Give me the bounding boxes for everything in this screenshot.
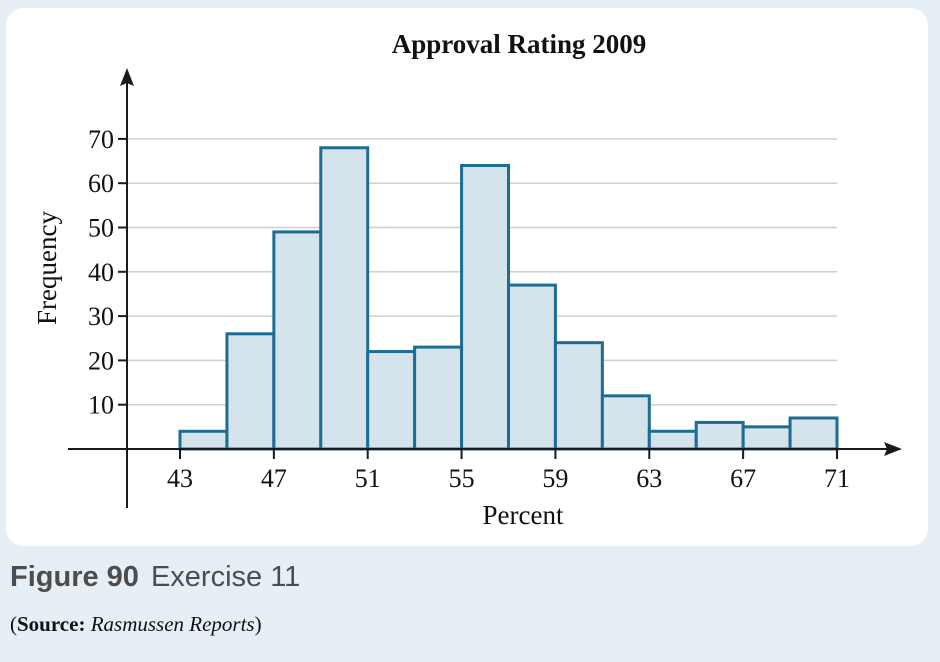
- source-label: Source:: [17, 612, 86, 636]
- source-note: (Source: Rasmussen Reports): [10, 612, 262, 637]
- ticks: 10 20 30 40 50 60 70 43 47 51 55 59 63 67 71: [88, 125, 850, 493]
- chart-panel: 10 20 30 40 50 60 70 43 47 51 55 59 63 67 71 Approval …: [6, 8, 928, 546]
- x-tick-label-43: 43: [167, 464, 193, 493]
- bars: [178, 146, 839, 451]
- figure-caption: Figure 90 Exercise 11: [10, 561, 300, 594]
- figure-label: Figure 90: [10, 561, 139, 593]
- chart-title: Approval Rating 2009: [392, 29, 647, 59]
- y-tick-label-60: 60: [88, 169, 114, 198]
- y-tick-label-40: 40: [88, 258, 114, 287]
- source-open-paren: (: [10, 612, 17, 636]
- y-tick-label-70: 70: [88, 125, 114, 154]
- bar-43-45: [178, 429, 229, 451]
- bar-47-49: [272, 230, 323, 451]
- histogram-chart: 10 20 30 40 50 60 70 43 47 51 55 59 63 67 71 Approval …: [32, 29, 902, 530]
- y-tick-label-10: 10: [88, 391, 114, 420]
- x-axis-label: Percent: [483, 500, 564, 530]
- y-axis-label: Frequency: [32, 211, 62, 325]
- source-name: Rasmussen Reports: [90, 612, 255, 636]
- x-axis-arrow: [884, 442, 902, 456]
- x-tick-label-47: 47: [261, 464, 287, 493]
- bar-51-53: [366, 350, 417, 451]
- y-tick-label-50: 50: [88, 214, 114, 243]
- axes: [68, 68, 902, 508]
- bar-49-51: [319, 146, 370, 451]
- x-tick-label-67: 67: [730, 464, 756, 493]
- y-axis-arrow: [120, 68, 134, 86]
- bar-65-67: [694, 420, 745, 451]
- source-close-paren: ): [254, 612, 262, 636]
- bar-57-59: [507, 283, 557, 451]
- x-tick-label-63: 63: [636, 464, 662, 493]
- bar-61-63: [600, 394, 651, 451]
- y-tick-label-30: 30: [88, 302, 114, 331]
- bar-59-61: [553, 341, 604, 451]
- x-tick-label-71: 71: [824, 464, 850, 493]
- bar-63-65: [647, 429, 698, 451]
- bar-45-47: [225, 332, 276, 451]
- x-tick-label-51: 51: [355, 464, 381, 493]
- x-tick-label-59: 59: [542, 464, 568, 493]
- y-tick-label-20: 20: [88, 346, 114, 375]
- bar-55-57: [460, 163, 511, 451]
- bar-67-69: [741, 425, 792, 451]
- x-tick-label-55: 55: [449, 464, 475, 493]
- exercise-label: Exercise 11: [150, 561, 301, 593]
- bar-69-71: [788, 416, 839, 451]
- bar-53-55: [413, 345, 464, 451]
